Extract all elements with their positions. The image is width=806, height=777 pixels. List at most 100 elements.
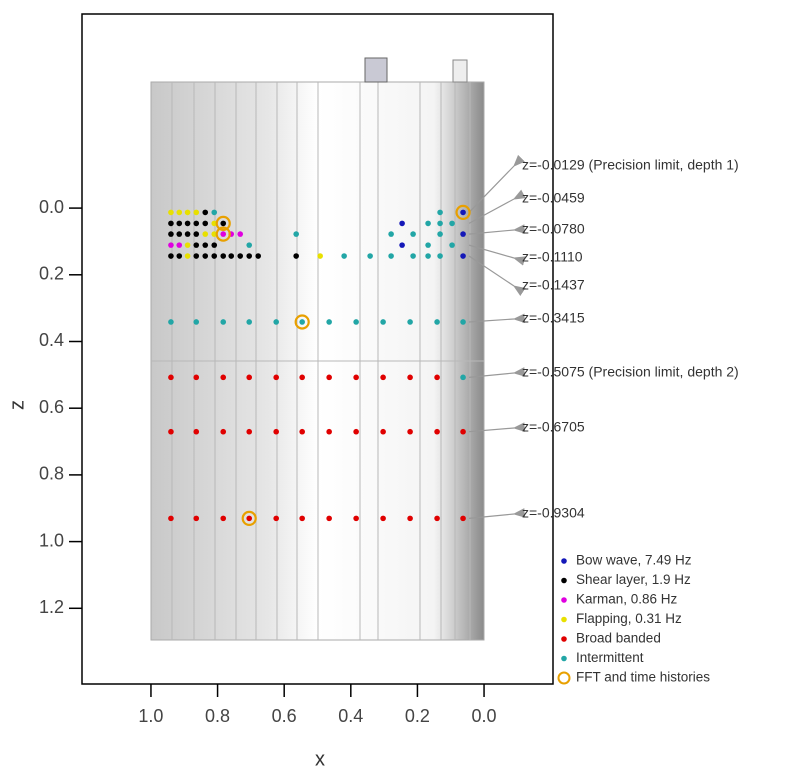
legend-label: Intermittent [576,650,644,665]
data-point [460,515,466,522]
legend-label: Flapping, 0.31 Hz [576,611,682,626]
data-point [193,231,200,237]
data-point [193,428,200,435]
data-point [246,253,253,259]
data-point [380,374,386,381]
data-point [449,242,455,248]
legend-label: Karman, 0.86 Hz [576,592,678,607]
data-point [399,242,405,248]
plot-frame [81,13,554,685]
annotation-arrow [468,313,526,324]
data-point [326,319,332,325]
data-point [273,374,279,381]
data-point [168,515,174,522]
data-point [299,374,305,381]
data-point [407,374,413,381]
annotation-arrow [468,224,526,235]
data-point [220,374,227,381]
y-tick-label: 0.4 [39,330,64,350]
data-point [193,253,200,259]
annotation-arrow [468,255,526,296]
data-point [168,253,174,259]
data-point [246,428,253,435]
data-point [220,220,227,227]
data-point [460,253,466,259]
data-point [168,242,174,248]
data-point [367,253,373,259]
data-point [193,242,200,248]
data-point [176,220,183,227]
data-point [425,253,431,259]
annotation: z=-0.0780 [522,221,585,237]
data-point [193,209,200,216]
data-point [168,374,174,381]
data-point [434,374,440,381]
legend-marker [561,558,567,564]
data-point [449,220,455,227]
data-point [293,253,299,259]
data-point [341,253,347,259]
data-point [211,209,218,216]
data-point [437,220,443,227]
data-point [299,428,305,435]
annotation: z=-0.1110 [522,249,583,265]
data-point [317,253,323,259]
data-point [437,209,443,216]
data-point [184,220,191,227]
data-point [220,231,227,237]
annotation-arrow [468,422,526,433]
data-point [215,215,231,232]
annotation: z=-0.1437 [522,277,585,293]
data-point [237,231,244,237]
data-point [168,220,174,227]
data-point [176,253,183,259]
data-point [220,428,227,435]
y-tick-label: 0.2 [39,264,64,284]
data-point [168,209,174,216]
annotation-arrow [468,367,526,378]
y-tick-label: 0.8 [39,464,64,484]
data-point [407,428,413,435]
data-point [388,253,394,259]
data-point [434,428,440,435]
data-point [353,428,359,435]
data-point [202,209,209,216]
data-point [202,220,209,227]
data-point [273,428,279,435]
x-tick-label: 1.0 [138,706,163,726]
annotation: z=-0.6705 [522,419,585,435]
data-point [326,428,332,435]
data-point [176,231,183,237]
legend-marker [561,655,567,662]
data-point [202,253,209,259]
y-tick-label: 1.2 [39,597,64,617]
legend-marker [561,636,567,642]
data-point [407,319,413,325]
model [150,57,485,641]
data-point [202,231,209,237]
data-point [273,515,279,522]
data-point [246,515,253,522]
data-point [380,428,386,435]
annotation: z=-0.3415 [522,310,585,326]
data-point [246,374,253,381]
data-point [246,242,253,248]
data-point [184,231,191,237]
data-point [434,515,440,522]
data-point [220,319,227,325]
y-tick-label: 0.6 [39,397,64,417]
data-point [193,515,200,522]
data-point [294,314,310,330]
data-point [326,515,332,522]
legend-marker [561,597,567,603]
data-point [380,319,386,325]
legend-marker [561,616,567,623]
data-point [460,319,466,325]
annotation-arrow [468,154,525,213]
x-tick-label: 0.4 [338,706,363,726]
data-point [434,319,440,325]
data-point [228,253,235,259]
data-point [460,428,466,435]
data-point [193,319,200,325]
